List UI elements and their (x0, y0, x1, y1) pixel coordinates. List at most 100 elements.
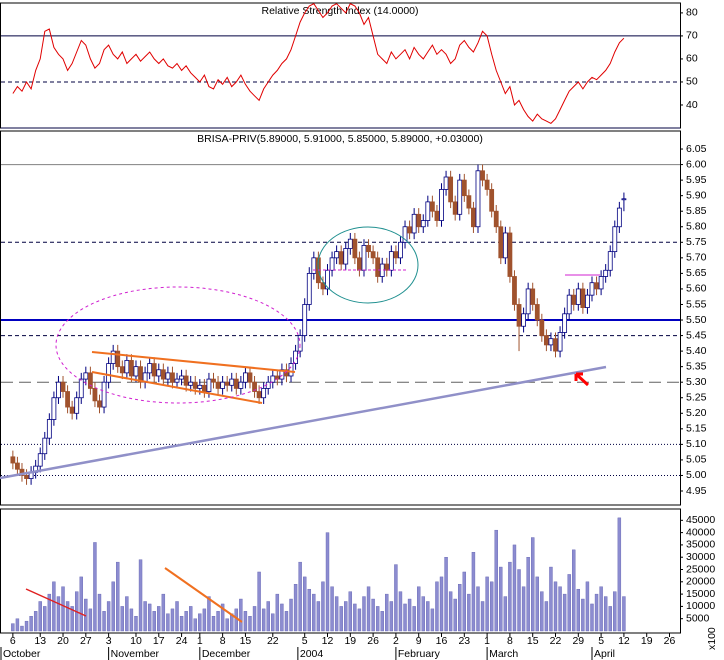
pattern-ellipse (55, 286, 301, 404)
candle-body (352, 238, 358, 259)
candle-body (233, 378, 239, 389)
volume-bar (544, 601, 549, 632)
candle-body (192, 381, 198, 389)
candle-body (507, 232, 513, 277)
volume-bar (599, 586, 603, 632)
candle-body (119, 366, 125, 374)
candle-body (325, 269, 330, 290)
candle-body (224, 381, 230, 386)
y-tick-label: 5.55 (686, 298, 707, 310)
x-tick-label: 8 (507, 635, 513, 647)
x-tick-label: 26 (367, 635, 379, 647)
candle-body (607, 251, 613, 271)
candle-body (252, 381, 257, 392)
volume-bar (394, 564, 398, 632)
x-tick-label: 12 (322, 635, 334, 647)
candle-body (543, 335, 549, 346)
candle-body (534, 304, 540, 321)
y-tick-label: 5.05 (686, 454, 707, 466)
volume-bar (93, 542, 97, 632)
x-tick-label: 29 (572, 635, 584, 647)
volume-bar (380, 611, 384, 632)
y-tick-label: 5.80 (686, 221, 707, 233)
candle-body (448, 176, 454, 203)
volume-bar (594, 593, 599, 632)
candle-body (51, 397, 57, 420)
volume-bar (266, 601, 270, 632)
candle-body (10, 456, 16, 464)
candle-body (60, 381, 66, 392)
y-tick-label: 5.40 (686, 345, 707, 357)
candle-body (512, 276, 517, 305)
candle-body (83, 372, 89, 380)
candle-body (398, 241, 403, 259)
volume-bar (175, 601, 179, 632)
candle-body (42, 437, 48, 455)
panel-title: BRISA-PRIV(5.89000, 5.91000, 5.85000, 5.… (197, 133, 483, 145)
volume-bar (453, 598, 457, 632)
candle-body (311, 257, 317, 274)
candle-body (347, 238, 353, 249)
candle-body (407, 226, 412, 234)
volume-bar (24, 620, 29, 632)
volume-bar (198, 613, 202, 632)
x-tick-label: 23 (458, 635, 470, 647)
volume-bar (129, 608, 134, 632)
volume-bar (193, 618, 197, 632)
unit-label: x100 (706, 627, 718, 650)
volume-bar (458, 584, 462, 632)
x-tick-label: 1 (197, 635, 203, 647)
candle-body (211, 378, 216, 383)
candle-body (306, 272, 312, 305)
candle-body (393, 251, 399, 259)
y-tick-label: 60 (686, 53, 698, 65)
candle-body (129, 360, 134, 377)
volume-bar (216, 611, 220, 632)
volume-bar (125, 596, 129, 632)
candle-body (616, 207, 622, 228)
y-tick-label: 5.10 (686, 438, 707, 450)
volume-bar (508, 561, 512, 632)
candle-body (56, 381, 61, 399)
volume-bar (521, 586, 526, 632)
channel-lower (91, 371, 263, 404)
x-tick-label: 9 (416, 635, 422, 647)
volume-bar (202, 608, 207, 632)
candle-body (562, 313, 568, 333)
volume-bar (526, 557, 530, 632)
candle-body (115, 350, 121, 368)
candle-body (297, 335, 303, 352)
x-tick-label: 16 (436, 635, 448, 647)
volume-bar (366, 586, 371, 632)
y-tick-label: 50 (686, 76, 698, 88)
volume-bar (284, 611, 289, 632)
candle-body (170, 372, 175, 383)
x-tick-label: 3 (106, 635, 112, 647)
y-tick-label: 5.15 (686, 423, 707, 435)
y-tick-label: 70 (686, 30, 698, 42)
volume-bar (97, 593, 102, 632)
volume-bar (608, 606, 612, 632)
volume-bar (499, 566, 503, 632)
x-tick-label: 5 (598, 635, 604, 647)
x-tick-label: 10 (130, 635, 142, 647)
volume-bar (70, 606, 74, 632)
candle-body (420, 220, 426, 228)
panel-bar: 5000100001500020000250003000035000400004… (0, 514, 718, 660)
channel-upper (91, 351, 296, 373)
y-tick-label: 40 (686, 99, 698, 111)
y-tick-label: 5.35 (686, 360, 707, 372)
volume-bar (375, 606, 380, 632)
volume-bar (448, 591, 453, 632)
volume-bar (540, 591, 544, 632)
volume-bar (61, 586, 65, 632)
month-label: November (111, 648, 160, 660)
volume-bar (517, 569, 521, 632)
candle-body (384, 263, 390, 271)
y-tick-label: 5.25 (686, 392, 707, 404)
volume-bar (271, 613, 275, 632)
candle-body (151, 363, 157, 377)
candle-body (24, 475, 29, 479)
volume-bar (362, 596, 366, 632)
candle-body (566, 294, 572, 315)
